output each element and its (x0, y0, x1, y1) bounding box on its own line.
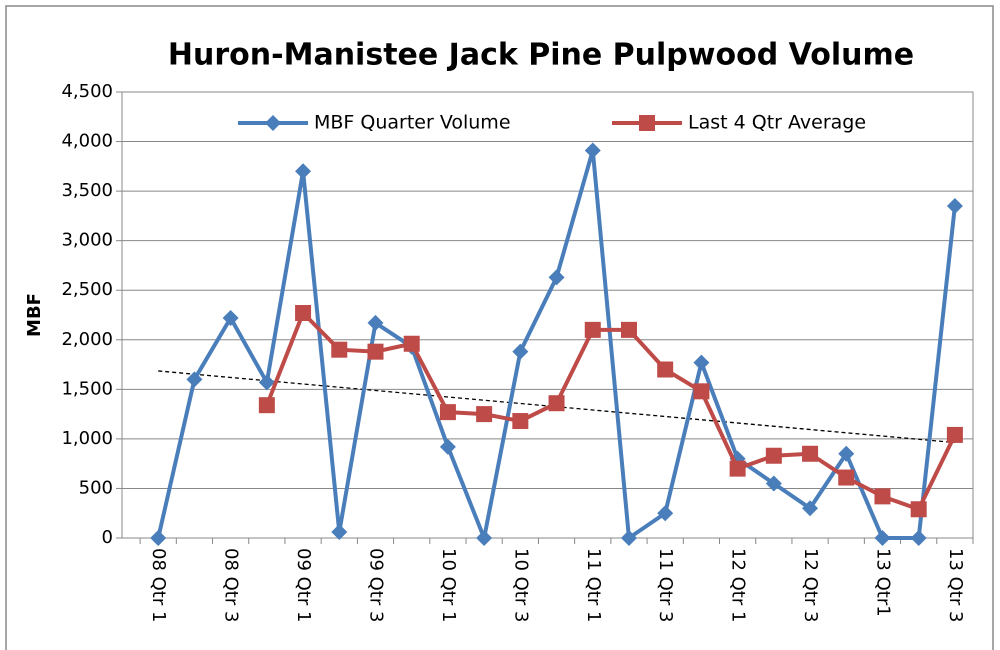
y-tick-label: 4,500 (61, 81, 113, 102)
marker (620, 530, 637, 546)
marker (584, 321, 601, 338)
marker (476, 406, 493, 423)
marker (874, 530, 891, 546)
marker (657, 505, 674, 522)
marker (693, 354, 710, 371)
marker (403, 335, 420, 352)
marker (512, 413, 529, 430)
y-tick-label: 3,000 (61, 230, 113, 251)
marker (620, 321, 637, 338)
marker (439, 438, 456, 455)
x-tick-label: 08 Qtr 3 (221, 548, 242, 622)
marker (258, 397, 275, 414)
marker (946, 197, 963, 214)
marker (258, 374, 275, 391)
marker (765, 475, 782, 492)
x-tick-label: 12 Qtr 1 (728, 548, 749, 622)
marker (838, 445, 855, 462)
legend-marker (265, 115, 281, 131)
marker (367, 314, 384, 331)
marker (693, 383, 710, 400)
marker (548, 269, 565, 286)
marker (186, 371, 203, 388)
marker (222, 309, 239, 326)
marker (439, 404, 456, 421)
marker (584, 142, 601, 159)
x-tick-label: 10 Qtr 3 (510, 548, 531, 622)
y-tick-label: 2,500 (61, 279, 113, 300)
marker (512, 343, 529, 360)
x-tick-label: 12 Qtr 3 (800, 548, 821, 622)
chart-title: Huron-Manistee Jack Pine Pulpwood Volume (168, 38, 914, 73)
x-tick-label: 09 Qtr 1 (293, 548, 314, 622)
y-axis-title: MBF (24, 293, 45, 337)
x-tick-label: 13 Qtr1 (872, 548, 893, 617)
marker (874, 488, 891, 505)
marker (295, 163, 312, 180)
marker (548, 395, 565, 412)
y-tick-label: 1,500 (61, 378, 113, 399)
y-tick-label: 4,000 (61, 131, 113, 152)
marker (838, 469, 855, 486)
marker (765, 447, 782, 464)
y-tick-label: 500 (79, 477, 113, 498)
legend-label: MBF Quarter Volume (314, 112, 511, 134)
marker (910, 501, 927, 518)
marker (657, 361, 674, 378)
y-tick-label: 0 (102, 527, 113, 548)
marker (331, 341, 348, 358)
marker (476, 530, 493, 546)
x-tick-label: 11 Qtr 1 (583, 548, 604, 622)
marker (910, 530, 927, 546)
plot-area (121, 91, 974, 539)
legend-marker (639, 115, 655, 131)
x-tick-label: 13 Qtr 3 (945, 548, 966, 622)
y-tick-label: 2,000 (61, 329, 113, 350)
y-tick-label: 1,000 (61, 428, 113, 449)
marker (946, 426, 963, 443)
x-tick-label: 10 Qtr 1 (438, 548, 459, 622)
marker (295, 305, 312, 322)
y-tick-label: 3,500 (61, 180, 113, 201)
marker (367, 343, 384, 360)
marker (729, 460, 746, 477)
marker (331, 524, 348, 541)
x-tick-label: 11 Qtr 3 (655, 548, 676, 622)
marker (150, 530, 167, 546)
legend-label: Last 4 Qtr Average (688, 112, 866, 134)
x-tick-label: 09 Qtr 3 (365, 548, 386, 622)
marker (802, 500, 819, 517)
marker (802, 445, 819, 462)
x-tick-label: 08 Qtr 1 (148, 548, 169, 622)
